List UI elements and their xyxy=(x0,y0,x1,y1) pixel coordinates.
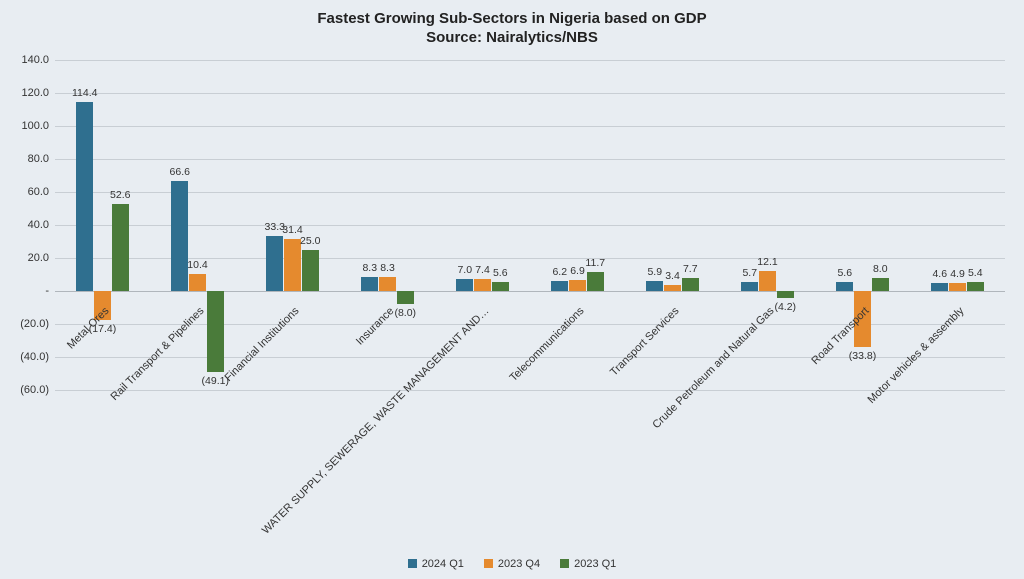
legend-swatch xyxy=(560,559,569,568)
chart-title: Fastest Growing Sub-Sectors in Nigeria b… xyxy=(0,10,1024,48)
legend-label: 2023 Q4 xyxy=(498,558,540,570)
chart-title-line2: Source: Nairalytics/NBS xyxy=(0,29,1024,48)
bar-value-label: 7.7 xyxy=(683,263,698,275)
bar-value-label: 6.9 xyxy=(570,265,585,277)
bar-value-label: 5.9 xyxy=(647,266,662,278)
bar: 4.9 xyxy=(949,283,966,291)
legend-swatch xyxy=(484,559,493,568)
bar: 66.6 xyxy=(171,181,188,291)
bar: 31.4 xyxy=(284,239,301,291)
bar: 52.6 xyxy=(112,204,129,291)
y-tick-label: 100.0 xyxy=(21,120,55,132)
bar: 7.4 xyxy=(474,279,491,291)
bar: 7.0 xyxy=(456,279,473,291)
y-tick-label: 60.0 xyxy=(28,186,55,198)
y-tick-label: 40.0 xyxy=(28,219,55,231)
bar: 8.3 xyxy=(379,277,396,291)
bar-value-label: 25.0 xyxy=(300,235,320,247)
bar: 5.6 xyxy=(492,282,509,291)
bar-value-label: 4.9 xyxy=(950,268,965,280)
gridline xyxy=(55,390,1005,391)
y-tick-label: 20.0 xyxy=(28,252,55,264)
y-tick-label: (60.0) xyxy=(20,384,55,396)
bar: 5.4 xyxy=(967,282,984,291)
chart-root: Fastest Growing Sub-Sectors in Nigeria b… xyxy=(0,0,1024,579)
bar-value-label: 114.4 xyxy=(72,87,98,99)
bar-value-label: 5.4 xyxy=(968,267,983,279)
bar-value-label: 10.4 xyxy=(187,259,207,271)
bar: 6.2 xyxy=(551,281,568,291)
bar-value-label: 3.4 xyxy=(665,270,680,282)
bar: 4.6 xyxy=(931,283,948,291)
legend: 2024 Q1 2023 Q4 2023 Q1 xyxy=(0,558,1024,572)
bar-value-label: 11.7 xyxy=(585,257,605,269)
legend-label: 2024 Q1 xyxy=(422,558,464,570)
bar: 3.4 xyxy=(664,285,681,291)
bar-value-label: 8.3 xyxy=(362,262,377,274)
bar: 8.0 xyxy=(872,278,889,291)
bar-value-label: (33.8) xyxy=(849,350,876,362)
bar-value-label: 7.4 xyxy=(475,264,490,276)
bar: 33.3 xyxy=(266,236,283,291)
bar: 5.9 xyxy=(646,281,663,291)
bar: (4.2) xyxy=(777,291,794,298)
bar-value-label: (4.2) xyxy=(774,301,796,313)
bar-value-label: 12.1 xyxy=(757,256,777,268)
bar: 114.4 xyxy=(76,102,93,291)
legend-swatch xyxy=(408,559,417,568)
bar: 6.9 xyxy=(569,280,586,291)
legend-item: 2023 Q1 xyxy=(560,558,616,570)
bar: (49.1) xyxy=(207,291,224,372)
y-tick-label: 140.0 xyxy=(21,54,55,66)
bar-value-label: 52.6 xyxy=(110,189,130,201)
plot-area: (60.0)(40.0)(20.0)-20.040.060.080.0100.0… xyxy=(55,60,1005,390)
bar-value-label: 7.0 xyxy=(457,264,472,276)
bar: 12.1 xyxy=(759,271,776,291)
bar-value-label: 5.7 xyxy=(742,267,757,279)
bar-value-label: 66.6 xyxy=(170,166,190,178)
bar: 11.7 xyxy=(587,272,604,291)
bar-value-label: 8.0 xyxy=(873,263,888,275)
bar: 8.3 xyxy=(361,277,378,291)
bar: 5.7 xyxy=(741,282,758,291)
bar: 25.0 xyxy=(302,250,319,291)
bar-value-label: 8.3 xyxy=(380,262,395,274)
bar-value-label: (8.0) xyxy=(394,307,416,319)
y-tick-label: (40.0) xyxy=(20,351,55,363)
y-tick-label: - xyxy=(45,285,55,297)
bar-value-label: 6.2 xyxy=(552,266,567,278)
bar: 10.4 xyxy=(189,274,206,291)
y-tick-label: (20.0) xyxy=(20,318,55,330)
chart-title-line1: Fastest Growing Sub-Sectors in Nigeria b… xyxy=(0,10,1024,29)
bar-value-label: 5.6 xyxy=(837,267,852,279)
legend-label: 2023 Q1 xyxy=(574,558,616,570)
bar: 7.7 xyxy=(682,278,699,291)
bar-value-label: 4.6 xyxy=(932,268,947,280)
legend-item: 2024 Q1 xyxy=(408,558,464,570)
y-tick-label: 80.0 xyxy=(28,153,55,165)
y-tick-label: 120.0 xyxy=(21,87,55,99)
bar: (8.0) xyxy=(397,291,414,304)
bar-value-label: 5.6 xyxy=(493,267,508,279)
legend-item: 2023 Q4 xyxy=(484,558,540,570)
bar: 5.6 xyxy=(836,282,853,291)
